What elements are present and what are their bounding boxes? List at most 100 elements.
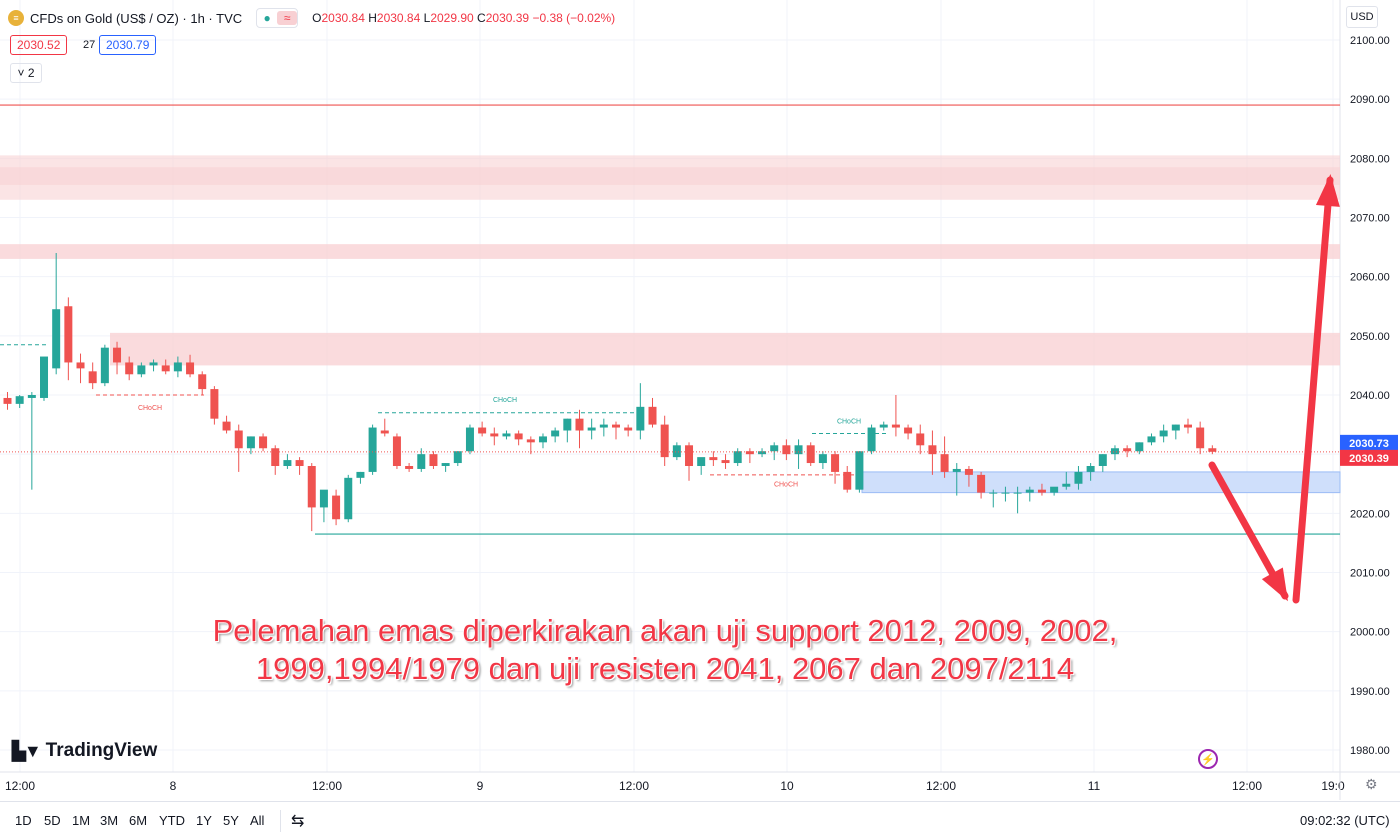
gold-symbol-icon: ≡ (8, 10, 24, 26)
candle-body (332, 495, 341, 520)
lightning-icon[interactable]: ⚡ (1198, 749, 1218, 769)
price-label-bg (1340, 449, 1398, 466)
tradingview-mark-icon: ▙▼ (12, 740, 42, 761)
candle-body (1086, 466, 1095, 472)
candle-body (478, 427, 487, 434)
candle-body (271, 448, 280, 466)
candle-body (709, 457, 718, 461)
candle-body (52, 309, 61, 369)
choch-label: CHoCH (493, 397, 517, 404)
candle-body (198, 374, 207, 390)
low-value: 2029.90 (430, 11, 474, 25)
ask-price-button[interactable]: 2030.79 (99, 35, 157, 55)
change-value: −0.38 (−0.02%) (532, 11, 616, 25)
candle-body (526, 439, 535, 443)
date-range-icon[interactable]: ⇆ (291, 813, 305, 830)
candle-body (770, 445, 779, 452)
utc-clock[interactable]: 09:02:32 (UTC) (1300, 813, 1390, 828)
x-tick-label: 9 (477, 779, 484, 793)
candle-body (502, 433, 511, 437)
candle-body (137, 365, 146, 375)
candle-body (1013, 492, 1022, 494)
candle-body (1025, 489, 1034, 493)
candle-body (125, 362, 134, 375)
candle-body (210, 389, 219, 419)
timeframe-5d[interactable]: 5D (44, 813, 61, 828)
candle-body (40, 356, 49, 398)
candle-body (368, 427, 377, 472)
timeframe-1d[interactable]: 1D (15, 813, 32, 828)
candle-body (405, 466, 414, 469)
currency-selector[interactable]: USD (1346, 6, 1378, 28)
forecast-arrow-head (1315, 174, 1340, 207)
timeframe-ytd[interactable]: YTD (159, 813, 185, 828)
candle-body (453, 451, 462, 464)
candle-body (672, 445, 681, 458)
candle-body (149, 362, 158, 366)
candle-body (721, 460, 730, 464)
candle-body (441, 463, 450, 466)
timeframe-3m[interactable]: 3M (100, 813, 119, 828)
ohlc-readout: O2030.84 H2030.84 L2029.90 C2030.39 −0.3… (312, 11, 615, 25)
x-tick-label: 11 (1088, 779, 1101, 793)
candle-body (64, 306, 73, 363)
candle-body (1123, 448, 1132, 452)
high-value: 2030.84 (376, 11, 421, 25)
timeframe-5y[interactable]: 5Y (223, 813, 239, 828)
indicator-wave-icon[interactable]: ≈ (277, 11, 298, 25)
candle-body (356, 471, 365, 478)
x-tick-label: 19:0 (1321, 779, 1345, 793)
bid-price-button[interactable]: 2030.52 (10, 35, 68, 55)
tradingview-logo: ▙▼ TradingView (12, 740, 157, 762)
candle-body (234, 430, 243, 449)
spread-value: 27 (83, 39, 96, 51)
visibility-toggle-group[interactable]: ● ≈ (256, 8, 299, 28)
candle-body (563, 418, 572, 431)
candle-body (173, 362, 182, 372)
candle-body (782, 445, 791, 455)
candle-body (27, 395, 36, 398)
candle-body (222, 421, 231, 431)
timeframe-all[interactable]: All (250, 813, 265, 828)
brand-name: TradingView (45, 740, 158, 761)
candle-body (660, 424, 669, 458)
candle-body (1062, 483, 1071, 487)
candle-body (88, 371, 97, 384)
candle-body (1110, 448, 1119, 455)
symbol-title[interactable]: CFDs on Gold (US$ / OZ) · 1h · TVC (30, 10, 243, 26)
timeframe-1y[interactable]: 1Y (196, 813, 212, 828)
timeframe-1m[interactable]: 1M (72, 813, 91, 828)
price-label: 2030.39 (1349, 453, 1389, 465)
toolbar-divider (280, 810, 281, 832)
visibility-dot-icon[interactable]: ● (263, 11, 271, 25)
candle-body (1135, 442, 1144, 452)
candle-body (295, 460, 304, 466)
chart-header: ≡ CFDs on Gold (US$ / OZ) · 1h · TVC ● ≈… (8, 8, 615, 28)
candle-body (818, 454, 827, 464)
candle-body (1098, 454, 1107, 466)
indicator-collapse-button[interactable]: ˅ 2 (10, 63, 42, 83)
candle-body (891, 424, 900, 428)
y-tick-label: 2050.00 (1350, 331, 1390, 343)
candle-body (186, 362, 195, 375)
price-chart[interactable]: 1980.00 1990.00 2000.00 2010.00 2020.00 2030.… (0, 0, 1400, 800)
candle-body (490, 433, 499, 437)
chart-settings-icon[interactable]: ⚙ (1365, 776, 1378, 792)
y-tick-label: 2090.00 (1350, 94, 1390, 106)
candle-body (1208, 448, 1217, 452)
candle-body (612, 424, 620, 428)
resistance-zone (0, 244, 1340, 259)
y-tick-label: 2020.00 (1350, 508, 1390, 520)
candle-body (344, 477, 353, 520)
forecast-annotation: Pelemahan emas diperkirakan akan uji sup… (140, 612, 1190, 688)
high-label: H (368, 11, 377, 25)
candle-body (940, 454, 949, 472)
x-tick-label: 10 (780, 779, 794, 793)
candle-body (989, 492, 998, 494)
candle-body (636, 406, 645, 431)
candle-body (417, 454, 426, 469)
candle-body (697, 457, 706, 466)
candle-body (259, 436, 268, 449)
y-tick-label: 2100.00 (1350, 35, 1390, 47)
timeframe-6m[interactable]: 6M (129, 813, 148, 828)
